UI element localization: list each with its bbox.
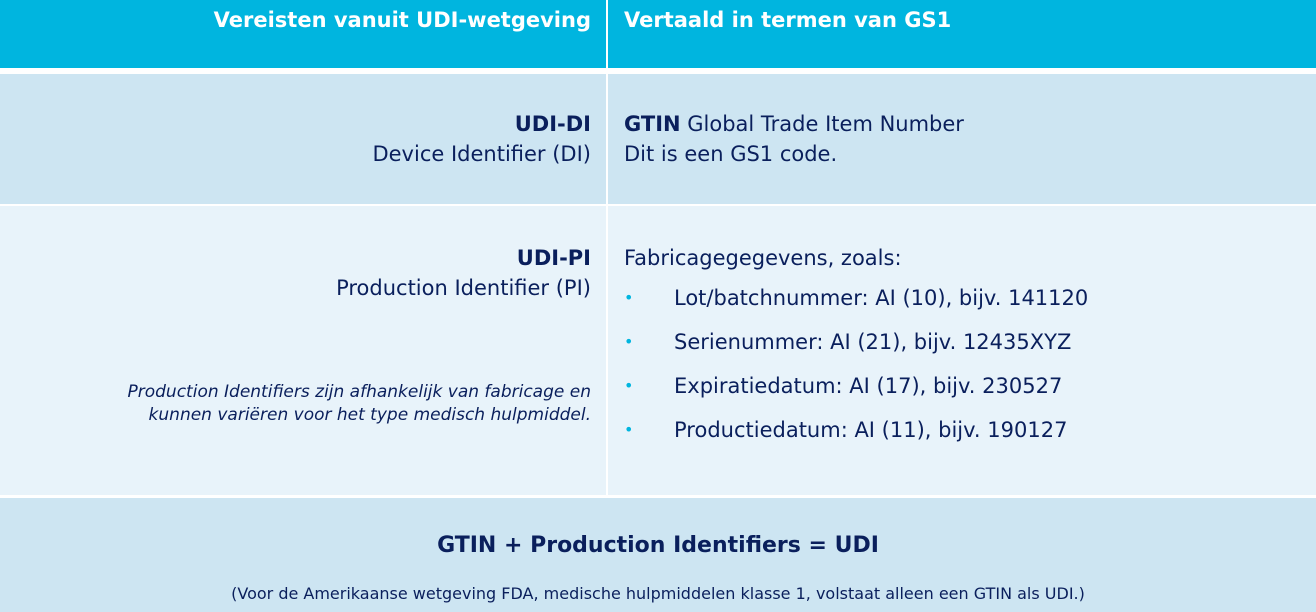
list-item-text: Expiratiedatum: AI (17), bijv. 230527: [674, 374, 1063, 398]
column-divider: [606, 0, 608, 495]
gtin-note: Dit is een GS1 code.: [624, 142, 838, 166]
list-item: • Serienummer: AI (21), bijv. 12435XYZ: [624, 327, 1088, 371]
list-item-text: Lot/batchnummer: AI (10), bijv. 141120: [674, 286, 1089, 310]
pi-note: Production Identifiers zijn afhankelijk …: [128, 381, 592, 427]
gtin-bold: GTIN: [624, 112, 681, 136]
list-item-text: Productiedatum: AI (11), bijv. 190127: [674, 418, 1068, 442]
bullet-icon: •: [624, 288, 634, 307]
gtin-cell: GTIN Global Trade Item Number Dit is een…: [624, 109, 964, 169]
gtin-description: Global Trade Item Number: [680, 112, 964, 136]
footnote: (Voor de Amerikaanse wetgeving FDA, medi…: [231, 584, 1085, 603]
header-left: Vereisten vanuit UDI-wetgeving: [213, 8, 591, 32]
header-right: Vertaald in termen van GS1: [624, 8, 952, 32]
udi-di-title: UDI-DI: [514, 112, 591, 136]
table-header: [0, 0, 1316, 68]
bullet-icon: •: [624, 332, 634, 351]
pi-note-line: kunnen variëren voor het type medisch hu…: [148, 405, 591, 425]
udi-di-subtitle: Device Identifier (DI): [372, 142, 591, 166]
pi-list: • Lot/batchnummer: AI (10), bijv. 141120 …: [624, 283, 1088, 459]
bullet-icon: •: [624, 376, 634, 395]
row-udi-di: [0, 74, 1316, 204]
udi-di-cell: UDI-DI Device Identifier (DI): [372, 109, 591, 169]
pi-intro: Fabricagegegevens, zoals:: [624, 246, 902, 270]
udi-equation: GTIN + Production Identifiers = UDI: [437, 533, 879, 558]
list-item-text: Serienummer: AI (21), bijv. 12435XYZ: [674, 330, 1072, 354]
pi-note-line: Production Identifiers zijn afhankelijk …: [127, 382, 592, 402]
udi-pi-cell: UDI-PI Production Identifier (PI): [336, 243, 591, 303]
udi-pi-subtitle: Production Identifier (PI): [336, 276, 591, 300]
table-footer: [0, 498, 1316, 612]
list-item: • Productiedatum: AI (11), bijv. 190127: [624, 415, 1088, 459]
list-item: • Lot/batchnummer: AI (10), bijv. 141120: [624, 283, 1088, 327]
row-udi-pi: [0, 206, 1316, 495]
pi-cell: Fabricagegegevens, zoals: • Lot/batchnumm…: [624, 243, 1088, 459]
list-item: • Expiratiedatum: AI (17), bijv. 230527: [624, 371, 1088, 415]
udi-pi-title: UDI-PI: [516, 246, 591, 270]
bullet-icon: •: [624, 420, 634, 439]
